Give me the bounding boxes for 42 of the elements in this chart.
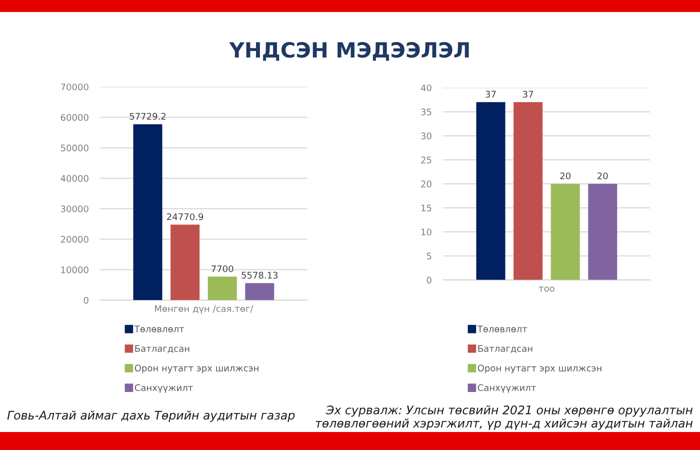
bar <box>208 276 237 300</box>
y-tick-label: 25 <box>421 156 432 164</box>
data-label: 7700 <box>212 265 234 272</box>
y-tick-label: 35 <box>421 108 432 116</box>
data-label: 37 <box>486 90 496 98</box>
data-label: 57729.2 <box>130 112 166 120</box>
y-tick-label: 40000 <box>60 174 88 182</box>
y-tick-label: 30000 <box>60 205 88 212</box>
y-tick-label: 15 <box>421 204 432 212</box>
x-tick-label: Мөнгөн дүн /сая.төг/ <box>155 305 254 314</box>
y-tick-label: 0 <box>84 296 88 304</box>
bar <box>133 124 162 300</box>
y-tick-label: 20 <box>421 180 432 188</box>
y-tick-label: 60000 <box>60 114 88 121</box>
text: Говь-Алтай аймаг дахь Төрийн аудитын газар <box>7 410 295 422</box>
legend-label: Санхүүжилт <box>478 384 536 393</box>
legend-label: Батлагдсан <box>478 345 532 354</box>
bar <box>245 283 274 300</box>
chart-title: ҮНДСЭН МЭДЭЭЛЭЛ <box>229 42 469 61</box>
legend-label: Орон нутагт эрх шилжсэн <box>134 364 258 374</box>
y-tick-label: 10000 <box>61 266 88 274</box>
legend-label: Санхүүжилт <box>134 384 193 393</box>
y-tick-label: 20000 <box>60 236 88 243</box>
y-tick-label: 30 <box>421 132 432 140</box>
y-tick-label: 40 <box>420 84 432 92</box>
legend-label: Төлөвлөлт <box>477 326 528 332</box>
data-label: 24770.9 <box>167 213 204 220</box>
legend-label: Төлөвлөлт <box>134 326 184 332</box>
legend-label: Батлагдсан <box>135 345 190 354</box>
x-tick-label: тоо <box>538 286 554 292</box>
data-label: 20 <box>598 172 608 180</box>
legend-label: Орон нутагт эрх шилжсэн <box>478 364 602 374</box>
bar <box>170 224 200 300</box>
y-tick-label: 5 <box>426 252 432 260</box>
data-label: 5578.13 <box>242 272 278 279</box>
data-label: 20 <box>560 172 570 180</box>
y-tick-label: 0 <box>426 276 432 284</box>
y-tick-label: 10 <box>421 228 432 236</box>
data-label: 37 <box>522 90 534 98</box>
y-tick-label: 70000 <box>61 84 88 90</box>
y-tick-label: 50000 <box>60 144 88 152</box>
text: Эх сурвалж: Улсын төсвийн 2021 оны хөрөнгө оруулалтын төлөвлөгөөний хэрэгжилт, үр дүн-д хийсэн аудитын тайлан <box>316 405 693 430</box>
